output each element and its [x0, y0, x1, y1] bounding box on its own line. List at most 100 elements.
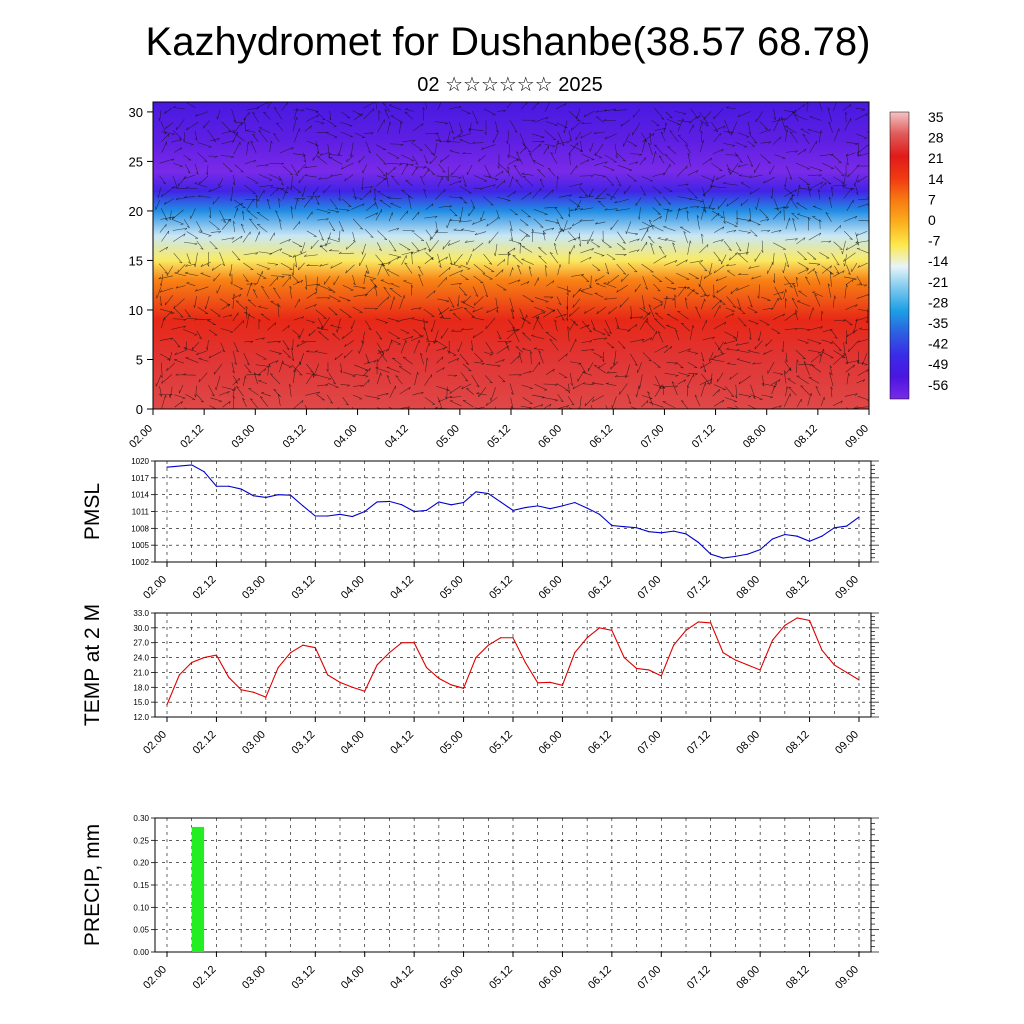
wind-vector: [521, 234, 528, 242]
wind-vector: [289, 384, 292, 397]
x-tick-label: 03.12: [289, 574, 317, 602]
wind-vector: [451, 164, 461, 176]
wind-vector: [161, 187, 173, 198]
wind-vector: [555, 207, 564, 219]
y-tick-label: 21.0: [133, 668, 149, 677]
wind-vector: [197, 152, 208, 162]
wind-vector-barb: [306, 263, 310, 266]
wind-vector: [449, 385, 462, 394]
wind-vector-barb: [490, 397, 492, 401]
wind-vector: [580, 248, 594, 254]
wind-vector: [809, 326, 823, 331]
data-point: [265, 496, 267, 499]
wind-vector: [461, 109, 471, 114]
wind-vector: [222, 401, 231, 408]
wind-vector-barb: [375, 367, 379, 369]
wind-vector-barb: [587, 159, 590, 163]
wind-vector-barb: [398, 163, 402, 166]
wind-vector-barb: [743, 325, 747, 327]
wind-vector: [363, 360, 377, 365]
wind-vector: [338, 142, 343, 156]
wind-vector-barb: [628, 401, 632, 405]
wind-vector: [318, 284, 332, 291]
wind-vector-barb: [629, 316, 632, 320]
wind-vector-barb: [531, 334, 535, 336]
wind-vector: [521, 102, 528, 110]
wind-vector-barb: [554, 206, 558, 210]
wind-vector: [677, 311, 689, 320]
wind-vector: [857, 203, 869, 208]
wind-vector-barb: [730, 291, 733, 295]
wind-vector-barb: [460, 269, 463, 273]
x-tick-label: 06.12: [587, 423, 615, 451]
wind-vector-barb: [705, 382, 707, 386]
wind-vector-barb: [444, 122, 448, 125]
wind-vector-barb: [451, 305, 455, 308]
data-point: [215, 485, 218, 487]
wind-vector: [651, 119, 660, 126]
wind-vector: [449, 208, 458, 217]
wind-vector-barb: [569, 251, 571, 255]
wind-vector-barb: [349, 153, 352, 157]
wind-vector-barb: [368, 150, 371, 154]
wind-vector: [687, 288, 695, 297]
wind-vector-barb: [476, 392, 480, 394]
wind-vector-barb: [645, 320, 649, 323]
wind-vector: [496, 209, 500, 219]
wind-vector-barb: [657, 213, 661, 215]
wind-vector: [413, 408, 415, 409]
wind-vector: [352, 274, 356, 286]
wind-vector: [597, 200, 606, 208]
wind-vector: [198, 372, 208, 383]
wind-vector: [652, 207, 661, 215]
wind-vector-barb: [472, 335, 475, 338]
wind-vector-barb: [237, 207, 239, 211]
wind-vector-barb: [461, 228, 465, 230]
wind-vector: [570, 165, 578, 175]
wind-vector-barb: [649, 219, 652, 222]
wind-vector: [848, 341, 858, 352]
wind-vector-barb: [783, 184, 786, 188]
wind-vector: [773, 242, 786, 250]
wind-vector: [522, 348, 532, 352]
wind-vector: [323, 185, 331, 194]
wind-vector-barb: [650, 242, 653, 246]
wind-vector: [413, 339, 420, 354]
wind-vector-barb: [187, 171, 191, 174]
wind-vector-barb: [179, 138, 182, 142]
wind-vector-barb: [364, 294, 368, 297]
wind-vector: [709, 197, 714, 209]
wind-vector: [233, 131, 238, 142]
wind-vector: [291, 274, 300, 283]
wind-vector: [832, 102, 838, 112]
wind-vector-barb: [768, 416, 771, 417]
data-point: [747, 664, 749, 666]
wind-vector: [496, 345, 509, 355]
wind-vector: [800, 385, 811, 396]
wind-vector-barb: [700, 130, 703, 134]
wind-vector: [219, 298, 230, 306]
wind-vector: [256, 271, 263, 285]
wind-vector: [433, 330, 439, 344]
wind-vector: [316, 156, 328, 165]
wind-vector-barb: [389, 121, 392, 125]
wind-vector: [522, 175, 534, 187]
wind-vector-barb: [459, 216, 461, 220]
wind-vector: [338, 208, 350, 211]
wind-vector-barb: [698, 283, 700, 287]
wind-vector: [617, 164, 633, 171]
wind-vector: [332, 333, 341, 341]
wind-vector: [730, 121, 738, 136]
wind-vector-barb: [458, 266, 462, 268]
wind-vector: [546, 306, 555, 312]
wind-vector: [282, 340, 290, 350]
wind-vector-barb: [645, 287, 648, 290]
wind-vector: [461, 229, 475, 233]
wind-vector: [667, 314, 679, 321]
wind-vector: [344, 340, 354, 347]
wind-vector-barb: [620, 123, 623, 127]
wind-vector-barb: [197, 194, 201, 197]
wind-vector: [729, 372, 739, 380]
wind-vector-barb: [473, 302, 476, 306]
y-tick-label: 0: [136, 402, 143, 417]
